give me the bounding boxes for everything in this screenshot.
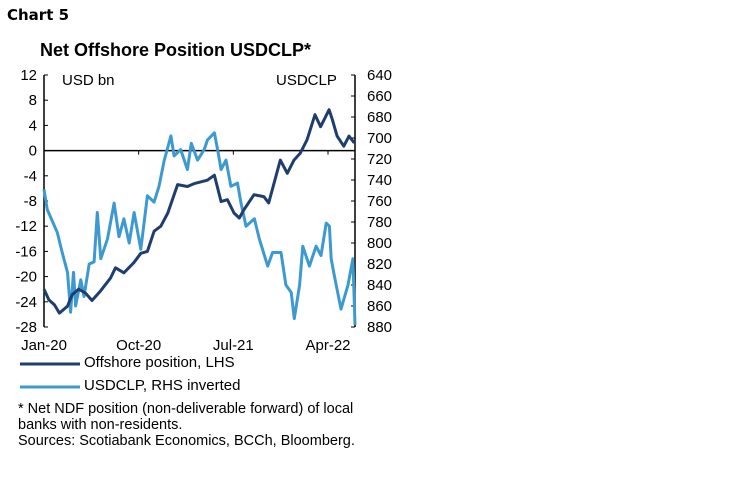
right-tick-label: 820 xyxy=(367,256,392,273)
left-axis-unit: USD bn xyxy=(62,72,115,89)
left-tick-label: -4 xyxy=(24,168,37,185)
left-tick-label: -28 xyxy=(15,319,37,336)
x-tick-label: Apr-22 xyxy=(305,337,350,354)
left-tick-label: -24 xyxy=(15,294,37,311)
sources: Sources: Scotiabank Economics, BCCh, Blo… xyxy=(18,433,355,449)
left-tick-label: 0 xyxy=(29,143,37,160)
chart-label: Chart 5 xyxy=(7,6,70,24)
right-tick-label: 800 xyxy=(367,235,392,252)
right-tick-label: 640 xyxy=(367,67,392,84)
x-tick-label: Jan-20 xyxy=(21,337,67,354)
right-tick-label: 700 xyxy=(367,130,392,147)
right-tick-label: 740 xyxy=(367,172,392,189)
right-tick-label: 780 xyxy=(367,214,392,231)
footnote: * Net NDF position (non-deliverable forw… xyxy=(18,401,354,433)
right-tick-label: 660 xyxy=(367,88,392,105)
offshore-position-line xyxy=(42,108,356,315)
left-tick-label: -20 xyxy=(15,269,37,286)
left-tick-label: 12 xyxy=(20,67,37,84)
chart-title: Net Offshore Position USDCLP* xyxy=(40,40,312,60)
right-tick-label: 860 xyxy=(367,298,392,315)
left-tick-label: 8 xyxy=(29,92,37,109)
left-tick-label: -12 xyxy=(15,218,37,235)
x-tick-label: Oct-20 xyxy=(116,337,161,354)
left-tick-label: -16 xyxy=(15,243,37,260)
right-tick-label: 760 xyxy=(367,193,392,210)
left-tick-label: -8 xyxy=(24,193,37,210)
right-tick-label: 680 xyxy=(367,109,392,126)
usdclp-line xyxy=(42,131,357,325)
right-axis-unit: USDCLP xyxy=(276,72,337,89)
legend-label-offshore: Offshore position, LHS xyxy=(84,354,235,371)
left-tick-label: 4 xyxy=(29,117,37,134)
legend-label-usdclp: USDCLP, RHS inverted xyxy=(84,377,241,394)
right-tick-label: 720 xyxy=(367,151,392,168)
x-tick-label: Jul-21 xyxy=(213,337,254,354)
right-tick-label: 840 xyxy=(367,277,392,294)
right-tick-label: 880 xyxy=(367,319,392,336)
